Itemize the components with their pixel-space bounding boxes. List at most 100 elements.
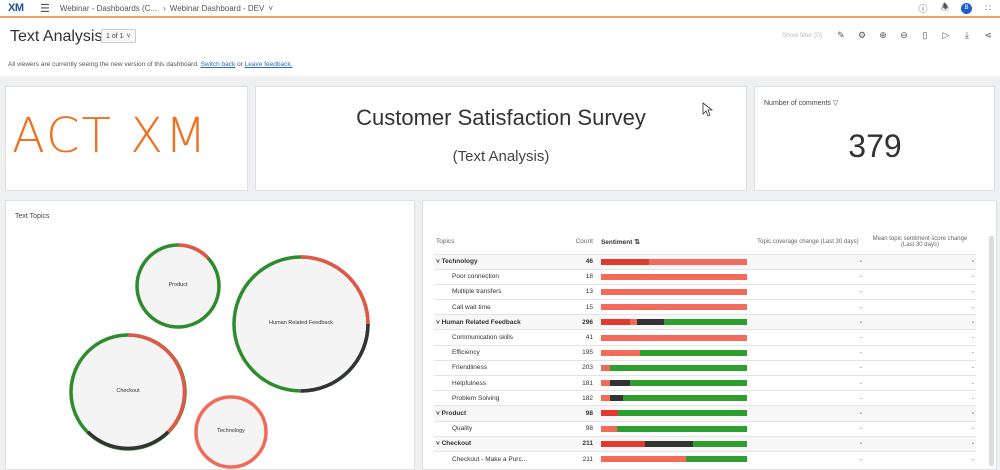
- coverage-change-cell: -: [751, 405, 864, 422]
- breadcrumb-project[interactable]: Webinar - Dashboards (C...: [60, 4, 157, 13]
- mobile-icon[interactable]: ▯: [922, 29, 928, 40]
- sentiment-segment: [637, 319, 664, 326]
- share-icon[interactable]: ⋖: [984, 29, 992, 40]
- sentiment-bar[interactable]: [600, 349, 747, 356]
- table-row[interactable]: Friendliness 203 - -: [434, 359, 976, 376]
- sentiment-change-cell: -: [863, 268, 976, 285]
- table-scrollbar[interactable]: [989, 236, 994, 466]
- count-cell: 211: [554, 450, 595, 467]
- topic-cell: Quality: [434, 420, 555, 437]
- help-icon[interactable]: ⓘ: [918, 3, 928, 14]
- chevron-down-icon[interactable]: ˅: [436, 318, 442, 326]
- sentiment-bar[interactable]: [600, 440, 747, 447]
- xm-logo[interactable]: XM: [8, 2, 24, 14]
- sentiment-bar[interactable]: [600, 258, 747, 265]
- sentiment-segment: [600, 410, 619, 417]
- bubble-checkout[interactable]: [69, 333, 187, 451]
- zoom-in-icon[interactable]: ⊕: [879, 29, 887, 40]
- sort-icon[interactable]: ⇅: [634, 238, 641, 246]
- chevron-down-icon: ˅: [126, 32, 131, 40]
- topic-label: Communication skills: [452, 334, 514, 342]
- chevron-down-icon[interactable]: ˅: [436, 258, 442, 266]
- sentiment-bar[interactable]: [600, 364, 747, 371]
- chevron-down-icon[interactable]: ˅: [436, 409, 442, 417]
- breadcrumb-dashboard[interactable]: › Webinar Dashboard - DEV ˅: [163, 4, 273, 13]
- header-sentiment-change[interactable]: Mean topic sentiment score change (Last …: [872, 235, 968, 248]
- topic-label: Helpfulness: [452, 379, 486, 387]
- table-group-row[interactable]: ˅ Product 98- -: [434, 405, 976, 422]
- table-row[interactable]: Communication skills 41 - -: [434, 329, 976, 346]
- sentiment-cell: [594, 253, 752, 270]
- topics-table: Topics Count Sentiment ⇅ Topic coverage …: [434, 230, 976, 467]
- table-row[interactable]: Efficiency 195 - -: [434, 344, 976, 361]
- coverage-change-cell: -: [751, 268, 864, 285]
- sentiment-cell: [594, 268, 752, 285]
- sentiment-bar[interactable]: [600, 304, 747, 311]
- sentiment-segment: [600, 319, 631, 326]
- topic-cell: Checkout - Make a Purc...: [434, 450, 555, 467]
- sentiment-bar[interactable]: [600, 410, 747, 417]
- sentiment-cell: [594, 359, 752, 376]
- sentiment-bar[interactable]: [600, 456, 747, 463]
- bubble-label-technology: Technology: [217, 428, 245, 434]
- sentiment-segment: [600, 440, 645, 447]
- sentiment-change-cell: -: [863, 283, 976, 300]
- bubble-technology[interactable]: [194, 395, 268, 469]
- sentiment-bar[interactable]: [600, 380, 747, 387]
- zoom-out-icon[interactable]: ⊖: [900, 29, 908, 40]
- switch-back-link[interactable]: Switch back: [200, 61, 236, 68]
- table-row[interactable]: Helpfulness 181 - -: [434, 374, 976, 391]
- topic-label: Checkout - Make a Purc...: [452, 455, 528, 463]
- table-row[interactable]: Quality 98 - -: [434, 420, 976, 437]
- grid-icon[interactable]: ∷: [985, 2, 991, 13]
- sentiment-bar[interactable]: [600, 334, 747, 341]
- bubble-human-related-feedback[interactable]: [232, 255, 370, 393]
- table-group-row[interactable]: ˅ Technology 46- -: [434, 253, 976, 270]
- avatar[interactable]: B: [961, 2, 972, 14]
- page-selector[interactable]: 1 of 1 ˅: [101, 29, 136, 43]
- sentiment-bar[interactable]: [600, 425, 747, 432]
- header-topics[interactable]: Topics: [436, 238, 455, 246]
- sentiment-bar[interactable]: [600, 273, 747, 280]
- table-row[interactable]: Call wait time 15 - -: [434, 299, 976, 315]
- bell-icon[interactable]: 🕭: [940, 2, 950, 12]
- topic-cell: ˅ Checkout: [434, 435, 555, 452]
- play-icon[interactable]: ▷: [942, 29, 950, 40]
- sentiment-segment: [692, 440, 747, 447]
- show-filter-button[interactable]: Show filter (0): [781, 31, 822, 39]
- table-row[interactable]: Poor connection 18 - -: [434, 268, 976, 285]
- table-group-row[interactable]: ˅ Human Related Feedback 296- -: [434, 314, 976, 330]
- sentiment-bar[interactable]: [600, 395, 747, 402]
- header-sentiment[interactable]: Sentiment ⇅: [595, 230, 752, 254]
- bubble-product[interactable]: [135, 243, 221, 329]
- sentiment-cell: [594, 435, 752, 452]
- coverage-change-cell: -: [751, 329, 864, 346]
- filter-icon[interactable]: ▽: [832, 100, 839, 107]
- sentiment-segment: [600, 395, 610, 402]
- sentiment-segment: [600, 304, 747, 311]
- table-row[interactable]: Checkout - Make a Purc... 211 - -: [434, 450, 976, 467]
- table-row[interactable]: Multiple transfers 13 - -: [434, 283, 976, 300]
- menu-icon[interactable]: ☰: [40, 2, 50, 15]
- topic-label: Product: [441, 409, 467, 417]
- leave-feedback-link[interactable]: Leave feedback.: [244, 61, 293, 68]
- topic-label: Technology: [441, 258, 478, 266]
- header-count[interactable]: Count: [575, 238, 593, 246]
- edit-icon[interactable]: ✎: [837, 29, 845, 40]
- sentiment-segment: [630, 319, 638, 326]
- topic-cell: Poor connection: [434, 268, 555, 285]
- download-icon[interactable]: ⤓: [965, 29, 969, 40]
- sentiment-segment: [600, 258, 650, 265]
- coverage-change-cell: -: [751, 253, 864, 270]
- table-group-row[interactable]: ˅ Checkout 211- -: [434, 435, 976, 452]
- coverage-change-cell: -: [751, 420, 864, 437]
- sentiment-segment: [600, 425, 617, 432]
- table-row[interactable]: Problem Solving 182 - -: [434, 390, 976, 406]
- sentiment-cell: [594, 420, 752, 437]
- sentiment-bar[interactable]: [600, 288, 747, 295]
- settings-icon[interactable]: ⚙: [857, 29, 867, 40]
- title-widget: [255, 86, 747, 191]
- chevron-down-icon[interactable]: ˅: [436, 440, 442, 448]
- sentiment-bar[interactable]: [600, 319, 747, 326]
- header-coverage-change[interactable]: Topic coverage change (Last 30 days): [757, 238, 859, 245]
